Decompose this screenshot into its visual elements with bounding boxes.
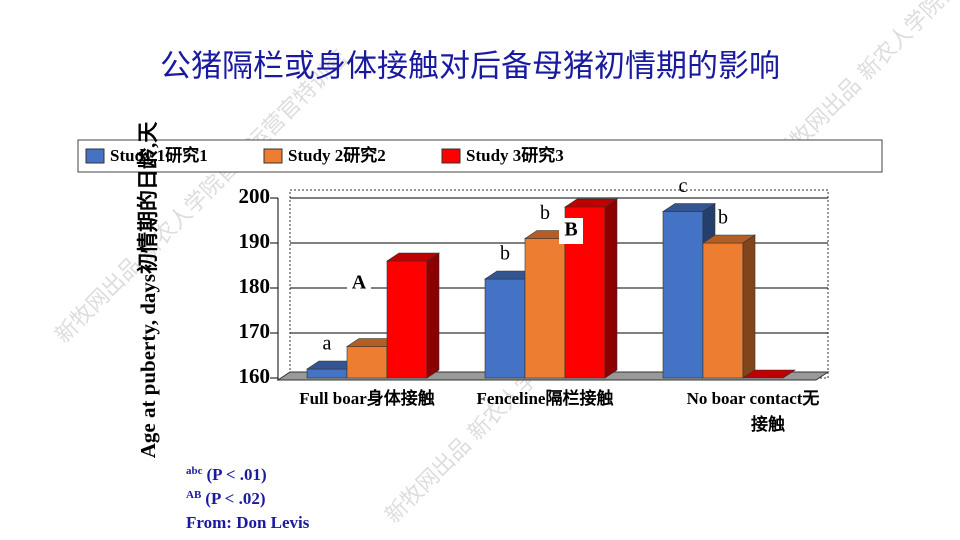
bar-side <box>604 198 618 379</box>
x-tick-label: Fenceline隔栏接触 <box>477 388 614 408</box>
y-tick-label: 180 <box>239 274 271 298</box>
note-sup: abc <box>186 465 203 477</box>
legend-swatch <box>263 148 283 164</box>
legend-label: Study 2研究2 <box>288 145 386 165</box>
y-tick-label: 170 <box>239 319 271 343</box>
significance-letter: b <box>718 207 728 229</box>
legend-swatch <box>85 148 105 164</box>
note-text: (P < .02) <box>205 489 265 508</box>
legend-label: Study 1研究1 <box>110 145 208 165</box>
bar-side <box>742 234 756 379</box>
legend-box <box>77 139 883 173</box>
note: abc (P < .01) <box>186 465 267 484</box>
significance-letter: b <box>500 243 510 265</box>
significance-letter: a <box>323 333 332 355</box>
note-sup: AB <box>186 489 202 501</box>
x-tick-label: Full boar身体接触 <box>299 388 435 408</box>
y-tick-label: 160 <box>239 364 271 388</box>
bar-front <box>484 278 526 379</box>
bar-front <box>524 238 566 379</box>
bar-front <box>702 242 744 379</box>
bar <box>742 369 796 379</box>
x-tick-label-line: 接触 <box>751 414 785 434</box>
letter-bg <box>347 271 371 297</box>
significance-letter: b <box>540 202 550 224</box>
bar <box>702 234 756 379</box>
bar-front <box>346 346 388 379</box>
letter-bg <box>559 218 583 244</box>
bar-front <box>386 260 428 379</box>
y-tick-label: 190 <box>239 229 271 253</box>
bar-side <box>426 252 440 379</box>
y-tick-label: 200 <box>239 184 271 208</box>
note-text: (P < .01) <box>207 465 267 484</box>
bar-side <box>782 369 796 379</box>
note: From: Don Levis <box>186 513 310 532</box>
notes: abc (P < .01) AB (P < .02) From: Don Levis <box>186 465 310 532</box>
significance-letter: B <box>564 219 577 241</box>
bar <box>386 252 440 379</box>
x-tick-label: No boar contact无接触 <box>687 389 820 434</box>
bar-front <box>662 211 704 379</box>
slide-title: 公猪隔栏或身体接触对后备母猪初情期的影响 <box>160 49 780 85</box>
y-axis-label: Age at puberty, days初情期的日龄,天 <box>136 121 160 459</box>
significance-letter: c <box>679 175 688 197</box>
note: AB (P < .02) <box>186 489 266 508</box>
bar-front <box>306 368 348 379</box>
significance-letter: A <box>352 272 367 294</box>
x-tick-label-line: No boar contact无 <box>687 389 820 408</box>
legend-label: Study 3研究3 <box>466 145 564 165</box>
legend-swatch <box>441 148 461 164</box>
note-text: From: Don Levis <box>186 513 310 532</box>
